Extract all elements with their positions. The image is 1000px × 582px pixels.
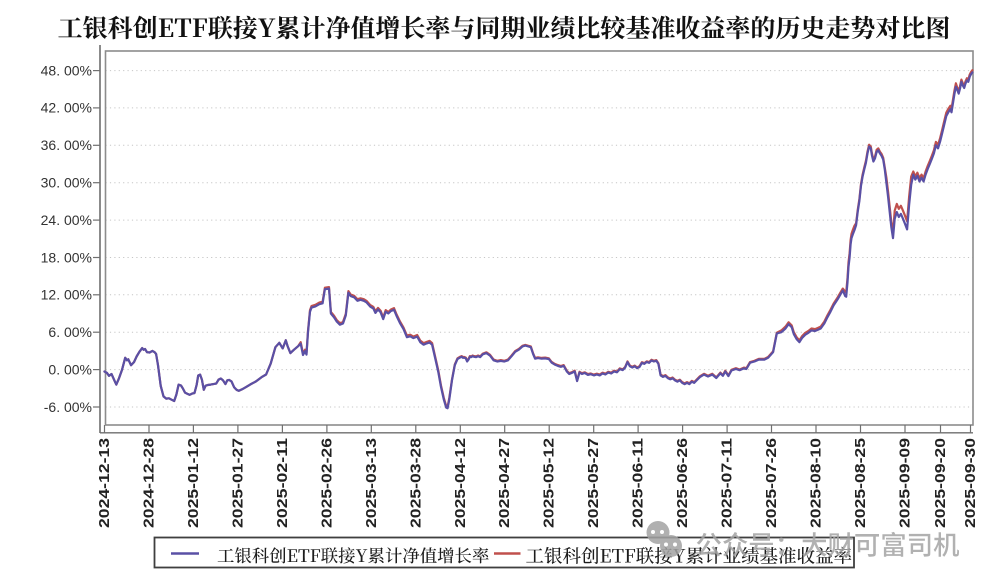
- svg-text:2024-12-13: 2024-12-13: [96, 438, 113, 528]
- svg-text:2025-05-27: 2025-05-27: [585, 438, 602, 528]
- svg-text:18. 00%: 18. 00%: [41, 249, 92, 265]
- svg-text:2025-02-26: 2025-02-26: [318, 438, 335, 528]
- svg-text:36. 00%: 36. 00%: [41, 137, 92, 153]
- svg-text:2025-09-30: 2025-09-30: [962, 438, 979, 528]
- svg-text:2025-07-26: 2025-07-26: [763, 438, 780, 528]
- svg-text:2025-03-28: 2025-03-28: [407, 438, 424, 528]
- svg-text:2025-01-27: 2025-01-27: [229, 438, 246, 528]
- svg-text:2025-05-12: 2025-05-12: [541, 438, 558, 528]
- svg-text:2025-07-11: 2025-07-11: [719, 438, 736, 528]
- svg-text:2025-04-27: 2025-04-27: [496, 438, 513, 528]
- svg-text:2025-03-13: 2025-03-13: [363, 438, 380, 528]
- svg-text:2025-01-12: 2025-01-12: [185, 438, 202, 528]
- svg-text:2025-09-20: 2025-09-20: [932, 438, 949, 528]
- svg-text:0. 00%: 0. 00%: [48, 361, 92, 377]
- svg-text:2025-08-25: 2025-08-25: [852, 438, 869, 528]
- svg-text:2025-06-26: 2025-06-26: [674, 438, 691, 528]
- svg-text:24. 00%: 24. 00%: [41, 212, 92, 228]
- svg-text:6. 00%: 6. 00%: [48, 324, 92, 340]
- svg-text:12. 00%: 12. 00%: [41, 287, 92, 303]
- svg-text:-6. 00%: -6. 00%: [44, 399, 92, 415]
- svg-text:30. 00%: 30. 00%: [41, 175, 92, 191]
- svg-text:2025-06-11: 2025-06-11: [630, 438, 647, 528]
- svg-text:48. 00%: 48. 00%: [41, 62, 92, 78]
- svg-text:2025-04-12: 2025-04-12: [452, 438, 469, 528]
- svg-text:2024-12-28: 2024-12-28: [141, 438, 158, 528]
- svg-text:42. 00%: 42. 00%: [41, 100, 92, 116]
- svg-text:2025-08-10: 2025-08-10: [808, 438, 825, 528]
- svg-text:2025-02-11: 2025-02-11: [274, 438, 291, 528]
- svg-text:2025-09-09: 2025-09-09: [897, 438, 914, 528]
